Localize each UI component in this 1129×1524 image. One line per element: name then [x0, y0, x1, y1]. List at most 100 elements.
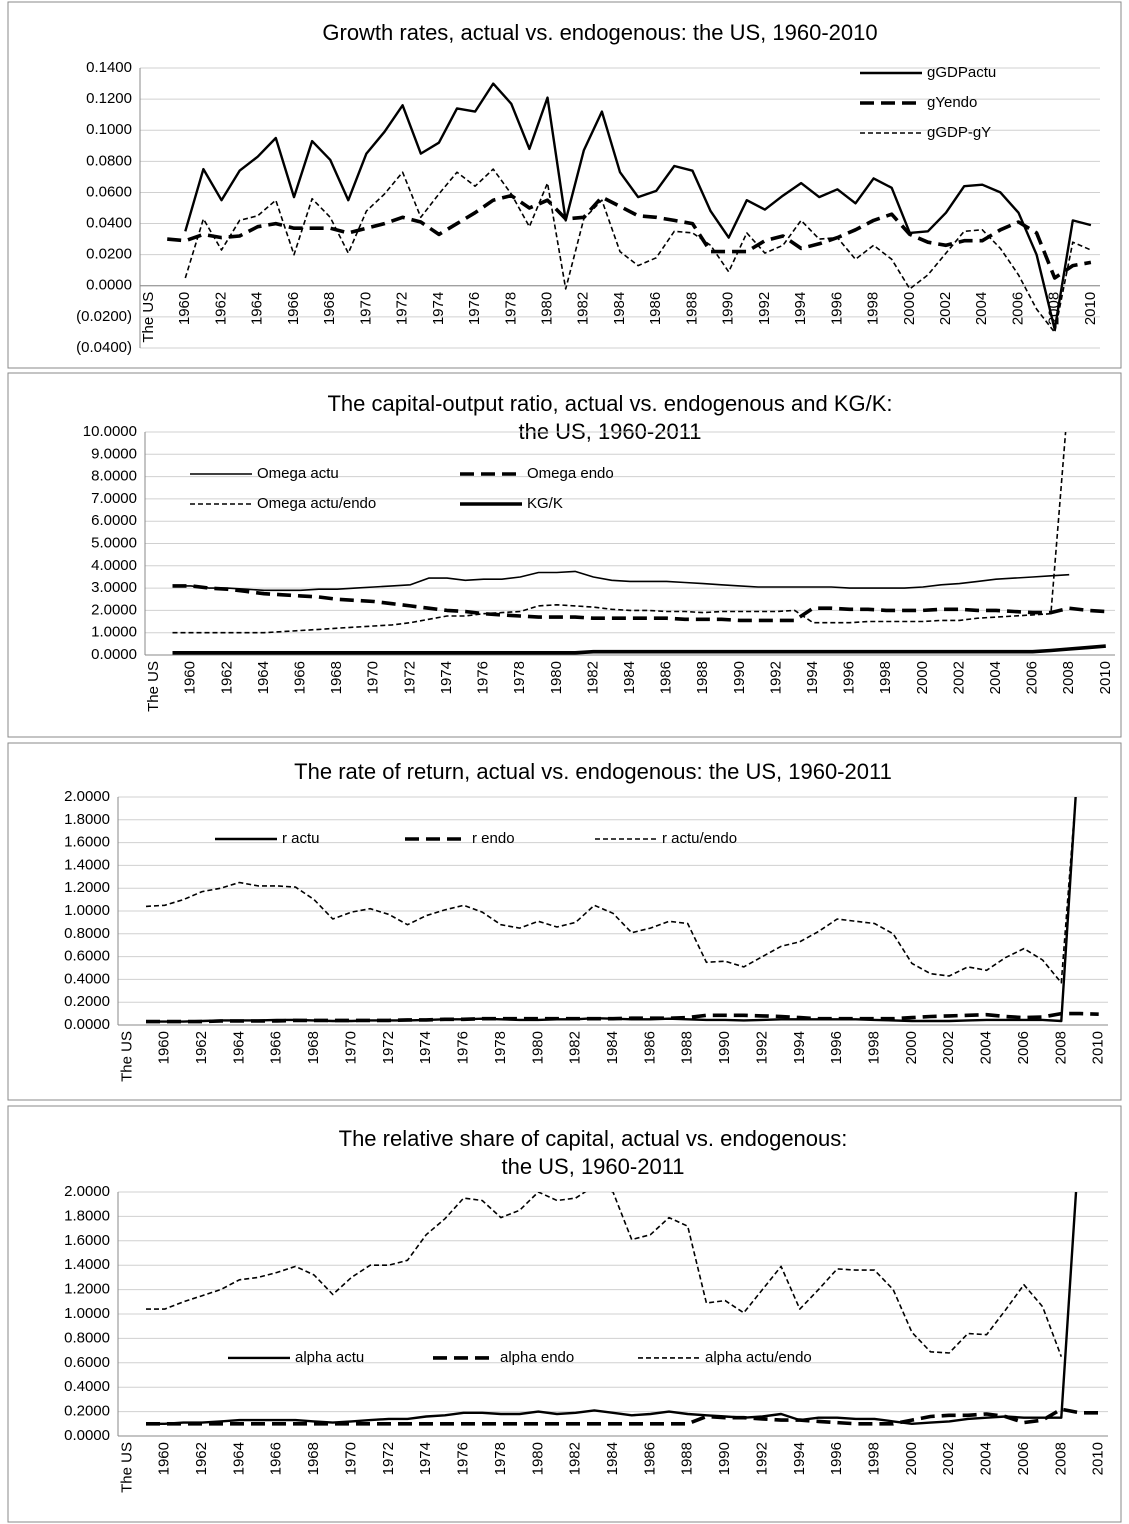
y-tick-label: 2.0000	[91, 601, 137, 618]
legend-label: Omega endo	[527, 465, 614, 482]
y-tick-label: 1.8000	[64, 811, 110, 828]
x-tick-label: 1990	[716, 1442, 733, 1475]
legend-label: Omega actu/endo	[257, 495, 376, 512]
series-line	[146, 1192, 1078, 1425]
chart-title: the US, 1960-2011	[501, 1154, 684, 1179]
x-tick-label: 1966	[285, 292, 302, 325]
x-tick-label: The US	[145, 661, 162, 712]
x-tick-label: 1968	[305, 1031, 322, 1064]
x-tick-label: The US	[140, 292, 157, 343]
x-tick-label: 1998	[865, 1442, 882, 1475]
x-tick-label: 1960	[156, 1442, 173, 1475]
x-tick-label: 2010	[1082, 292, 1099, 325]
x-tick-label: 1972	[380, 1031, 397, 1064]
x-tick-label: 1964	[249, 292, 266, 325]
series-line	[167, 193, 1092, 280]
x-tick-label: 2006	[1015, 1031, 1032, 1064]
x-tick-label: The US	[118, 1442, 135, 1493]
x-tick-label: 2002	[940, 1031, 957, 1064]
x-tick-label: 1966	[268, 1442, 285, 1475]
x-tick-label: 1996	[841, 661, 858, 694]
chart-title: the US, 1960-2011	[518, 419, 701, 444]
x-tick-label: 1978	[502, 292, 519, 325]
y-tick-label: 2.0000	[64, 788, 110, 805]
x-tick-label: 1976	[475, 661, 492, 694]
x-tick-label: 1980	[529, 1031, 546, 1064]
x-tick-label: 1992	[756, 292, 773, 325]
x-tick-label: 2000	[914, 661, 931, 694]
x-tick-label: 1976	[455, 1031, 472, 1064]
y-tick-label: 1.6000	[64, 1232, 110, 1249]
y-tick-label: 2.0000	[64, 1183, 110, 1200]
x-tick-label: 1988	[694, 661, 711, 694]
y-tick-label: 0.0600	[86, 183, 132, 200]
series-line	[146, 1407, 1099, 1426]
y-tick-label: 10.0000	[83, 423, 137, 440]
series-line	[146, 1192, 1063, 1357]
y-tick-label: (0.0400)	[76, 339, 132, 356]
y-tick-label: 0.6000	[64, 948, 110, 965]
y-tick-label: 0.1200	[86, 90, 132, 107]
x-tick-label: 1970	[357, 292, 374, 325]
legend-label: gGDP-gY	[927, 124, 991, 141]
legend-label: gGDPactu	[927, 64, 996, 81]
x-tick-label: 1962	[193, 1442, 210, 1475]
x-tick-label: 1964	[230, 1442, 247, 1475]
x-tick-label: 2010	[1090, 1031, 1107, 1064]
x-tick-label: 1972	[380, 1442, 397, 1475]
chart-title: The capital-output ratio, actual vs. end…	[327, 391, 892, 416]
x-tick-label: 1968	[321, 292, 338, 325]
x-tick-label: 1982	[584, 661, 601, 694]
x-tick-label: 1960	[176, 292, 193, 325]
x-tick-label: 2000	[901, 292, 918, 325]
x-tick-label: 2006	[1009, 292, 1026, 325]
x-tick-label: 1992	[753, 1442, 770, 1475]
x-tick-label: 2004	[978, 1442, 995, 1475]
y-tick-label: 0.1400	[86, 59, 132, 76]
x-tick-label: 1978	[492, 1442, 509, 1475]
y-tick-label: 9.0000	[91, 445, 137, 462]
series-line	[145, 797, 1077, 984]
x-tick-label: 1968	[328, 661, 345, 694]
legend-label: alpha endo	[500, 1349, 574, 1366]
x-tick-label: 2004	[973, 292, 990, 325]
x-tick-label: 1980	[539, 292, 556, 325]
legend-label: KG/K	[527, 495, 563, 512]
x-tick-label: 1972	[401, 661, 418, 694]
x-tick-label: 1998	[877, 661, 894, 694]
y-tick-label: 1.4000	[64, 856, 110, 873]
legend-label: r actu	[282, 830, 320, 847]
x-tick-label: 2002	[937, 292, 954, 325]
chart-panel	[7, 372, 1122, 738]
x-tick-label: 1964	[255, 661, 272, 694]
y-tick-label: 0.6000	[64, 1354, 110, 1371]
x-tick-label: 1974	[438, 661, 455, 694]
x-tick-label: 1990	[716, 1031, 733, 1064]
y-tick-label: 1.4000	[64, 1256, 110, 1273]
x-tick-label: 1986	[647, 292, 664, 325]
x-tick-label: 2000	[903, 1031, 920, 1064]
x-tick-label: 1970	[365, 661, 382, 694]
x-tick-label: 1984	[611, 292, 628, 325]
x-tick-label: 1972	[394, 292, 411, 325]
x-tick-label: 1986	[641, 1442, 658, 1475]
y-tick-label: 5.0000	[91, 534, 137, 551]
y-tick-label: 1.0000	[64, 1305, 110, 1322]
x-tick-label: 1976	[466, 292, 483, 325]
x-tick-label: 2008	[1052, 1442, 1069, 1475]
x-tick-label: 1998	[865, 292, 882, 325]
x-tick-label: 1992	[753, 1031, 770, 1064]
legend-label: r endo	[472, 830, 515, 847]
x-tick-label: 1962	[212, 292, 229, 325]
x-tick-label: 2006	[1015, 1442, 1032, 1475]
x-tick-label: 1962	[218, 661, 235, 694]
y-tick-label: 0.0000	[86, 277, 132, 294]
x-tick-label: 2010	[1097, 661, 1114, 694]
chart-panel	[7, 1, 1122, 369]
y-tick-label: 0.0200	[86, 246, 132, 263]
x-tick-label: 1994	[791, 1031, 808, 1064]
y-tick-label: 6.0000	[91, 512, 137, 529]
series-line	[184, 168, 1092, 334]
legend-label: Omega actu	[257, 465, 339, 482]
